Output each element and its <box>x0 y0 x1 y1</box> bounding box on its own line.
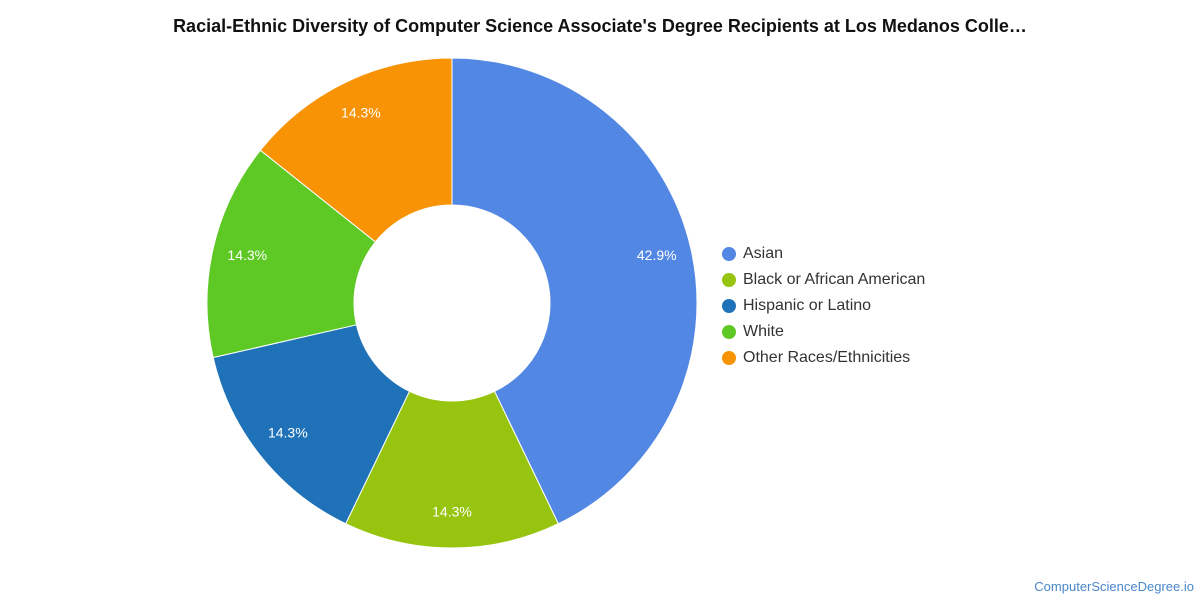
slice-label: 42.9% <box>637 247 677 263</box>
legend-item[interactable]: White <box>722 319 925 345</box>
slice-black-or-african-american[interactable] <box>345 390 559 549</box>
slice-label: 14.3% <box>268 425 308 441</box>
legend-item[interactable]: Asian <box>722 241 925 267</box>
slice-asian[interactable] <box>451 57 698 525</box>
chart-title: Racial-Ethnic Diversity of Computer Scie… <box>173 16 1027 36</box>
chart-legend: Asian Black or African American Hispanic o… <box>722 241 925 371</box>
slice-label: 14.3% <box>227 247 267 263</box>
legend-marker <box>722 247 736 261</box>
legend-marker <box>722 299 736 313</box>
legend-label: White <box>743 323 784 340</box>
slice-hispanic-or-latino[interactable] <box>212 324 411 525</box>
legend-label: Asian <box>743 245 784 262</box>
legend-label: Black or African American <box>743 271 926 288</box>
slice-label: 14.3% <box>432 504 472 520</box>
legend-marker <box>722 273 736 287</box>
legend-marker <box>722 325 736 339</box>
slice-other-races-ethnicities[interactable] <box>259 57 453 243</box>
legend-item[interactable]: Hispanic or Latino <box>722 293 925 319</box>
legend-marker <box>722 351 736 365</box>
legend-item[interactable]: Black or African American <box>722 267 925 293</box>
slice-white[interactable] <box>206 149 377 359</box>
slice-label: 14.3% <box>341 104 381 120</box>
legend-label: Other Races/Ethnicities <box>743 349 911 366</box>
legend-label: Hispanic or Latino <box>743 297 872 314</box>
source-link[interactable]: ComputerScienceDegree.io <box>1034 579 1194 594</box>
legend-item[interactable]: Other Races/Ethnicities <box>722 345 925 371</box>
